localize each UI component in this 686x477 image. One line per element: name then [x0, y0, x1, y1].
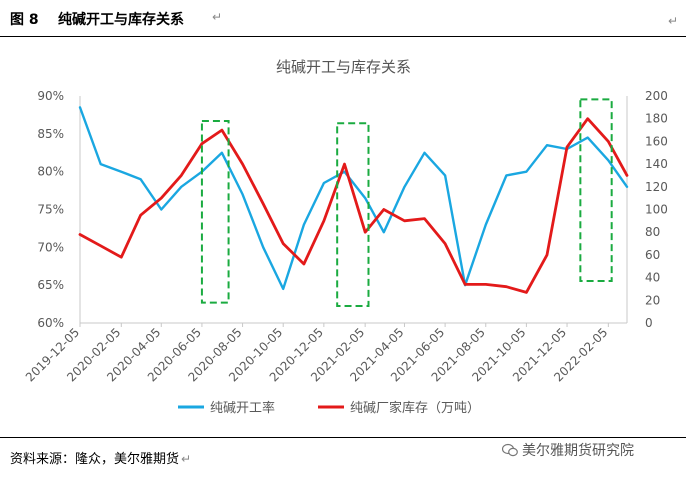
left-tick-label: 70%	[37, 240, 64, 254]
figure-number: 图 8	[10, 12, 39, 28]
return-mark-icon: ↵	[668, 14, 679, 28]
right-tick-label: 120	[645, 180, 668, 194]
right-tick-label: 140	[645, 157, 668, 171]
left-tick-label: 85%	[37, 127, 64, 141]
right-tick-label: 100	[645, 203, 668, 217]
figure-title: 纯碱开工与库存关系	[58, 12, 184, 28]
right-tick-label: 0	[645, 316, 653, 330]
return-mark-icon: ↵	[212, 10, 223, 24]
watermark: 美尔雅期货研究院	[502, 440, 634, 460]
legend-label: 纯碱厂家库存（万吨）	[350, 400, 480, 416]
source-text: 资料来源：隆众，美尔雅期货	[10, 452, 180, 467]
watermark-text: 美尔雅期货研究院	[522, 443, 634, 459]
right-tick-label: 200	[645, 89, 668, 103]
left-tick-label: 65%	[37, 278, 64, 292]
series-line-operating-rate	[78, 106, 629, 291]
series-line-inventory	[78, 117, 629, 294]
chart: 纯碱开工与库存关系 60% 65% 70% 75% 80% 85% 90% 0 20 40 60 80 1…	[23, 58, 668, 416]
figure-header: 图 8 纯碱开工与库存关系 ↵ ↵	[0, 0, 686, 36]
left-tick-label: 80%	[37, 165, 64, 179]
right-tick-label: 40	[645, 271, 660, 285]
right-tick-label: 80	[645, 225, 660, 239]
source-note: 资料来源：隆众，美尔雅期货 ↵	[10, 448, 191, 467]
header-rule	[0, 36, 686, 37]
right-tick-label: 60	[645, 248, 660, 262]
legend-label: 纯碱开工率	[210, 400, 275, 416]
left-tick-label: 90%	[37, 89, 64, 103]
right-tick-label: 160	[645, 134, 668, 148]
return-mark-icon: ↵	[181, 452, 192, 466]
wechat-icon	[502, 443, 518, 457]
annotation-dashed-box	[336, 122, 370, 307]
left-tick-label: 60%	[37, 316, 64, 330]
left-tick-label: 75%	[37, 203, 64, 217]
annotation-dashed-box	[200, 119, 230, 304]
annotation-dashed-box	[579, 98, 613, 283]
footer-rule	[0, 437, 686, 438]
chart-title: 纯碱开工与库存关系	[276, 58, 411, 76]
right-tick-label: 180	[645, 112, 668, 126]
right-tick-label: 20	[645, 293, 660, 307]
